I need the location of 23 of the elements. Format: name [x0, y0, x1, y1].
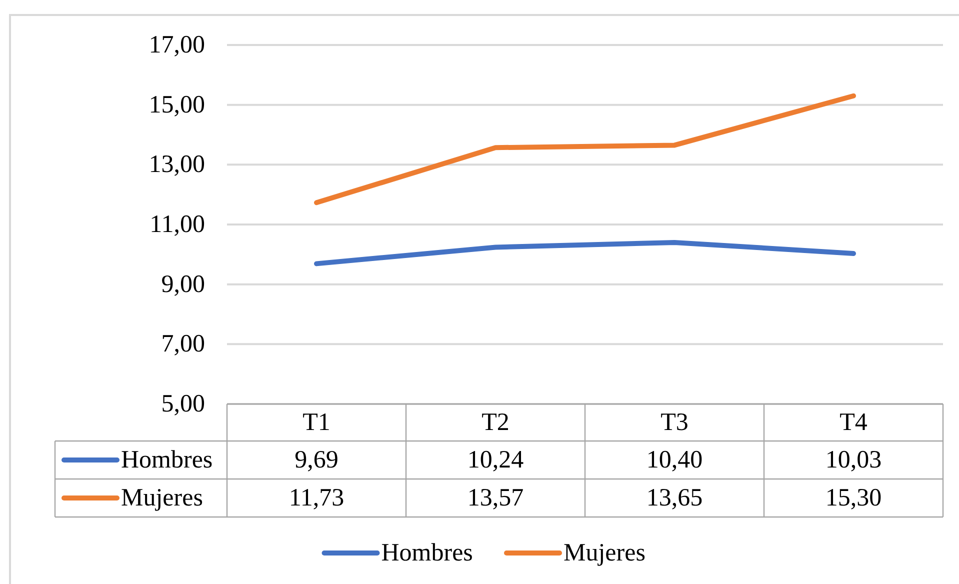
data-label: 10,24 [467, 446, 524, 474]
y-tick-label: 13,00 [148, 151, 205, 178]
text: Mujeres [564, 540, 646, 566]
data-label: 10,40 [646, 446, 703, 474]
x-tick-label: T1 [302, 409, 330, 436]
y-tick-label: 7,00 [161, 330, 205, 358]
y-tick-label: 5,00 [161, 390, 205, 418]
data-label: 10,03 [825, 446, 882, 474]
y-tick-label: 15,00 [148, 91, 205, 118]
data-label: 9,69 [294, 446, 338, 474]
data-label: 13,57 [467, 484, 524, 512]
x-tick-label: T2 [482, 409, 510, 436]
y-tick-label: 11,00 [150, 211, 205, 238]
x-tick-label: T4 [840, 409, 868, 436]
legend-label: Mujeres [121, 484, 203, 512]
data-label: 15,30 [825, 484, 882, 512]
y-tick-label: 9,00 [161, 270, 205, 298]
x-tick-label: T3 [660, 409, 688, 436]
legend-label: Hombres [121, 446, 213, 474]
data-label: 11,73 [288, 484, 344, 512]
data-label: 13,65 [646, 484, 703, 512]
y-tick-label: 17,00 [148, 32, 205, 58]
text: Hombres [381, 540, 473, 566]
